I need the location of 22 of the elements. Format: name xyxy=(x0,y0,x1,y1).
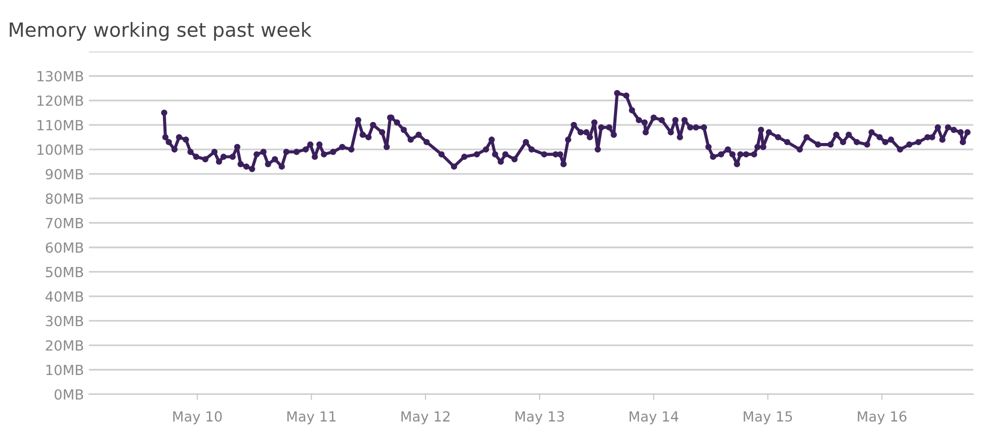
x-tick-label: May 14 xyxy=(630,411,678,424)
x-tick-label: May 13 xyxy=(516,411,564,424)
y-tick-label: 90MB xyxy=(46,168,84,180)
y-tick-label: 20MB xyxy=(46,340,84,351)
y-tick-label: 50MB xyxy=(46,266,84,278)
y-tick-label: 60MB xyxy=(46,242,84,253)
x-tick-label: May 11 xyxy=(287,411,336,424)
y-tick-label: 30MB xyxy=(46,316,84,326)
chart-title: Memory working set past week xyxy=(10,22,312,41)
y-tick-label: 40MB xyxy=(46,291,84,302)
y-tick-label: 120MB xyxy=(38,95,84,106)
y-tick-label: 80MB xyxy=(46,193,84,204)
y-tick-label: 110MB xyxy=(38,120,84,130)
x-tick-label: May 15 xyxy=(744,411,792,424)
x-tick-label: May 10 xyxy=(173,411,222,424)
y-tick-label: 130MB xyxy=(38,70,84,82)
y-tick-label: 0MB xyxy=(54,389,84,400)
x-tick-label: May 16 xyxy=(858,411,906,424)
y-tick-label: 70MB xyxy=(46,218,84,228)
y-tick-label: 100MB xyxy=(38,144,84,155)
y-tick-label: 10MB xyxy=(46,364,84,376)
x-tick-label: May 12 xyxy=(401,411,450,424)
